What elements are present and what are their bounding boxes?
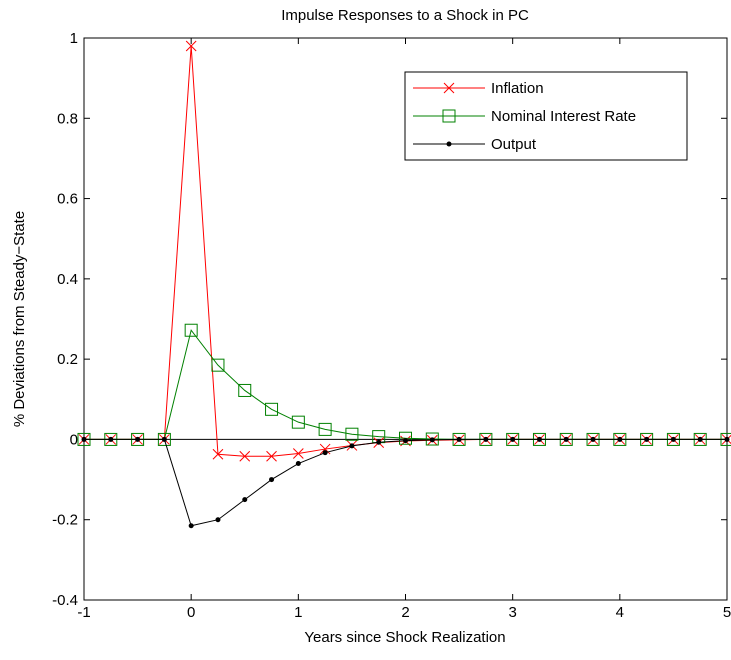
marker: [670, 436, 676, 442]
marker: [349, 443, 355, 449]
marker: [319, 443, 331, 455]
marker: [345, 427, 359, 441]
marker: [443, 82, 455, 94]
marker: [292, 448, 304, 459]
marker: [590, 436, 596, 442]
marker: [265, 402, 279, 416]
chart-title: Impulse Responses to a Shock in PC: [281, 7, 529, 24]
x-tick-label: 3: [508, 604, 516, 621]
marker: [446, 141, 452, 147]
marker: [617, 436, 623, 442]
marker: [238, 383, 252, 397]
marker: [81, 436, 87, 442]
marker: [536, 436, 542, 442]
y-tick-label: -0.4: [52, 592, 78, 609]
marker: [185, 40, 197, 52]
marker: [239, 450, 251, 462]
marker: [442, 109, 456, 123]
y-tick-label: 0.6: [57, 191, 78, 208]
y-tick-label: 0.8: [57, 110, 78, 127]
marker: [403, 438, 408, 444]
y-tick-label: 1: [70, 30, 78, 47]
x-tick-label: 1: [294, 604, 302, 621]
marker: [483, 436, 489, 442]
legend-label: Nominal Interest Rate: [491, 108, 636, 125]
marker: [724, 436, 730, 442]
marker: [456, 436, 462, 442]
marker: [429, 437, 435, 443]
x-tick-label: 4: [616, 604, 624, 621]
marker: [425, 432, 439, 446]
marker: [242, 497, 248, 503]
marker: [135, 436, 141, 442]
marker: [322, 450, 328, 456]
y-tick-label: -0.2: [52, 512, 78, 529]
marker: [212, 448, 224, 460]
marker: [510, 436, 516, 442]
marker: [318, 422, 332, 436]
marker: [215, 517, 221, 523]
legend-label: Inflation: [491, 80, 544, 97]
x-tick-label: -1: [77, 604, 90, 621]
marker: [188, 523, 194, 529]
marker: [376, 439, 382, 445]
x-tick-label: 0: [187, 604, 195, 621]
y-tick-label: 0: [70, 431, 78, 448]
y-tick-label: 0.2: [57, 351, 78, 368]
marker: [399, 431, 412, 445]
marker: [644, 436, 650, 442]
marker: [269, 477, 275, 483]
y-tick-label: 0.4: [57, 271, 78, 288]
marker: [266, 450, 277, 462]
marker: [108, 436, 114, 442]
marker: [563, 436, 569, 442]
x-tick-label: 2: [401, 604, 409, 621]
marker: [161, 436, 167, 442]
x-tick-label: 5: [723, 604, 731, 621]
marker: [697, 436, 703, 442]
marker: [291, 415, 305, 429]
y-axis-label: % Deviations from Steady−State: [11, 211, 28, 427]
x-axis-label: Years since Shock Realization: [304, 629, 505, 646]
legend-label: Output: [491, 136, 537, 153]
marker: [295, 461, 301, 467]
marker: [184, 323, 198, 337]
marker: [211, 358, 225, 372]
